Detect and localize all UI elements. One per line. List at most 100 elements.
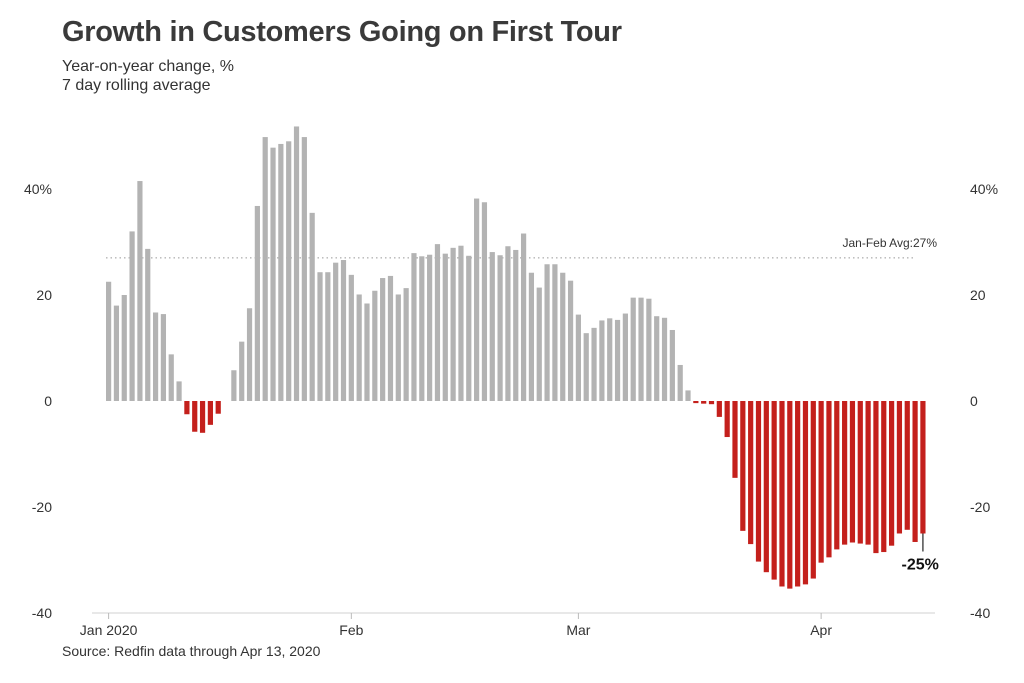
bar (591, 327, 597, 401)
bar (536, 287, 542, 401)
bar (372, 290, 378, 401)
chart-subtitle: Year-on-year change, % 7 day rolling ave… (62, 57, 234, 95)
bar (137, 181, 143, 401)
bar (286, 141, 292, 402)
bar (544, 264, 550, 401)
y-tick-label-left: -40 (32, 605, 52, 621)
bar (567, 280, 574, 401)
y-tick-label-left: 40% (24, 181, 52, 197)
bar (411, 253, 417, 401)
bar (724, 401, 730, 438)
bar (246, 308, 253, 401)
bar (466, 255, 472, 401)
bar (129, 231, 135, 401)
bar (818, 401, 824, 563)
bar (207, 401, 213, 425)
bar (348, 274, 354, 401)
bar (262, 137, 268, 401)
bar (669, 329, 675, 401)
subtitle-line-2: 7 day rolling average (62, 77, 211, 94)
bar (755, 401, 762, 562)
bar (661, 317, 668, 401)
bar (278, 143, 284, 401)
bar (113, 305, 120, 401)
bar (505, 246, 511, 401)
bar (254, 205, 260, 401)
bar (802, 401, 809, 585)
bar (646, 298, 652, 401)
subtitle-line-1: Year-on-year change, % (62, 58, 234, 75)
bar (442, 253, 448, 401)
bar (380, 278, 386, 401)
bar (121, 295, 127, 401)
bar (340, 260, 347, 401)
bar (881, 401, 887, 553)
y-tick-label-right: 40% (970, 181, 998, 197)
bar (168, 354, 174, 401)
bar (450, 247, 456, 401)
bar (497, 255, 503, 401)
bar (145, 248, 151, 401)
bar (317, 272, 323, 401)
bar (630, 297, 636, 401)
x-tick-label: Mar (566, 622, 590, 638)
bar (199, 401, 206, 433)
bar (293, 126, 300, 402)
bar (787, 401, 793, 589)
bar (419, 256, 425, 401)
x-tick-label: Apr (810, 622, 832, 638)
bar (403, 288, 409, 401)
bar (654, 316, 660, 401)
bar (184, 401, 190, 415)
bar (842, 401, 848, 545)
y-tick-label-right: 20 (970, 287, 986, 303)
bar (325, 272, 331, 401)
bar (176, 381, 182, 401)
bar (387, 275, 394, 401)
bar (301, 137, 307, 401)
bar (481, 202, 488, 401)
chart-title: Growth in Customers Going on First Tour (62, 16, 622, 48)
bar (192, 401, 198, 432)
bar (857, 401, 863, 544)
bar (685, 390, 691, 401)
y-tick-label-right: -20 (970, 499, 990, 515)
bar (834, 401, 840, 550)
bar (560, 272, 566, 401)
bar (732, 401, 738, 478)
bar (528, 272, 535, 401)
bar (309, 212, 315, 401)
bar (716, 401, 722, 417)
y-tick-label-right: 0 (970, 393, 978, 409)
bar (912, 401, 918, 542)
bar (779, 401, 785, 587)
source-note: Source: Redfin data through Apr 13, 2020 (62, 643, 321, 659)
bar (395, 294, 401, 401)
bar (614, 319, 621, 401)
bar (160, 314, 167, 401)
x-tick-label: Jan 2020 (80, 622, 138, 638)
x-tick-label: Feb (339, 622, 363, 638)
bar (364, 303, 370, 401)
bar (810, 401, 816, 579)
bar (763, 401, 769, 573)
bar (748, 401, 754, 545)
bar (896, 401, 903, 534)
bar (638, 297, 644, 401)
y-tick-label-left: -20 (32, 499, 52, 515)
bar (215, 401, 221, 414)
bar (583, 333, 589, 401)
y-tick-label-left: 20 (36, 287, 52, 303)
bar (513, 249, 519, 401)
bar (231, 370, 237, 401)
bar (795, 401, 801, 587)
bar (458, 245, 464, 401)
y-tick-label-left: 0 (44, 393, 52, 409)
bar (693, 401, 699, 404)
bar (106, 281, 112, 401)
bar (434, 244, 441, 401)
bar (599, 320, 605, 401)
bar (152, 312, 159, 401)
bar (607, 318, 613, 401)
